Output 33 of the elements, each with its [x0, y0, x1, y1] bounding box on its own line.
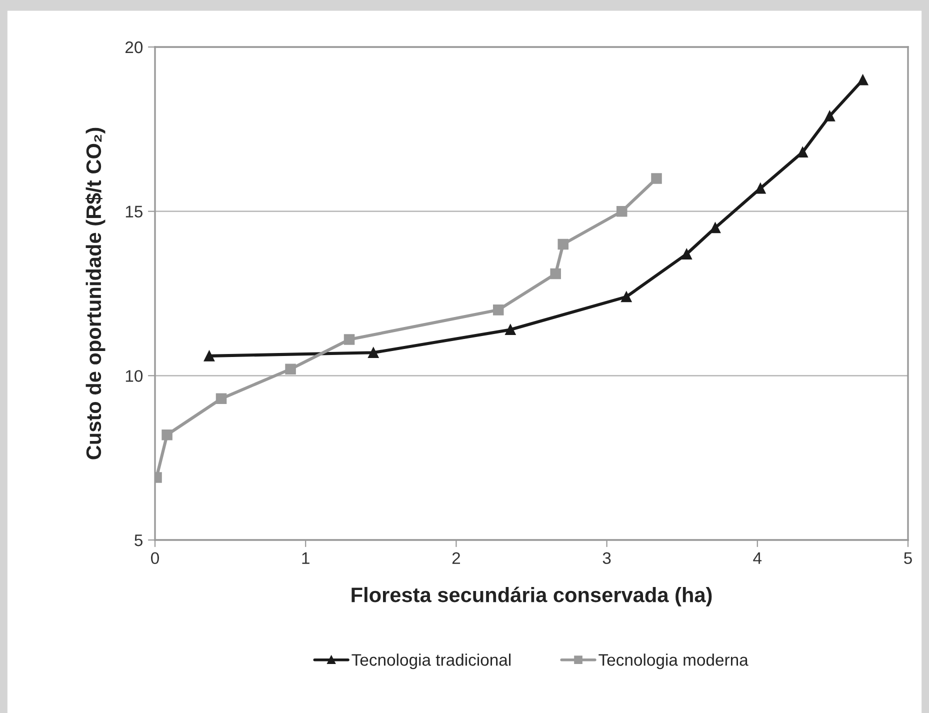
point	[797, 146, 808, 158]
point	[492, 304, 504, 316]
point	[681, 248, 692, 260]
x-tick-label: 4	[753, 552, 762, 564]
y-tick-label: 10	[126, 370, 143, 382]
x-tick-label: 5	[904, 552, 912, 564]
y-tick-label: 5	[134, 534, 142, 546]
point	[558, 238, 569, 250]
point	[285, 364, 296, 374]
y-tick-label: 20	[125, 41, 143, 54]
point	[710, 222, 721, 234]
legend-label: Tecnologia tradicional	[352, 654, 510, 670]
point	[204, 350, 215, 362]
point	[857, 74, 868, 86]
y-tick-label: 15	[126, 206, 142, 218]
y-axis-title: Custo de oportunidade (R$/t CO₂)	[85, 128, 106, 460]
point	[344, 334, 355, 345]
point	[651, 173, 662, 184]
x-tick-label: 0	[151, 552, 159, 564]
x-tick-label: 1	[302, 552, 310, 564]
x-tick-label: 2	[452, 552, 460, 564]
x-axis-title: Floresta secundária conservada (ha)	[352, 586, 712, 606]
point	[824, 110, 836, 122]
x-tick-label: 3	[602, 552, 611, 564]
point	[616, 206, 628, 217]
point	[755, 182, 766, 194]
point	[620, 291, 632, 302]
legend-label: Tecnologia moderna	[598, 654, 748, 670]
point	[162, 429, 172, 440]
point	[550, 268, 561, 280]
point	[216, 393, 227, 404]
point	[505, 324, 516, 336]
point	[368, 347, 379, 358]
